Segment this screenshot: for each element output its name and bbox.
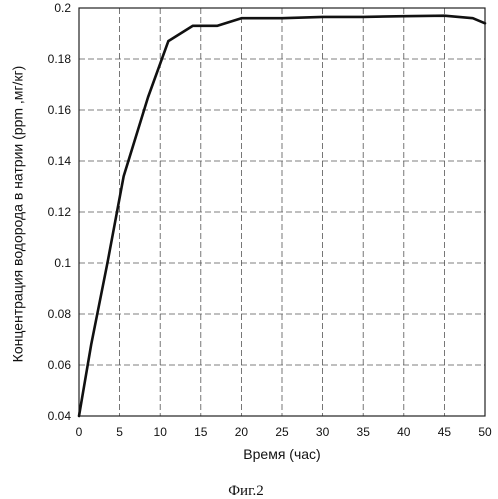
y-tick-label: 0.06 — [48, 358, 72, 372]
x-tick-label: 15 — [194, 425, 208, 439]
grid-lines — [79, 8, 485, 416]
y-tick-label: 0.2 — [54, 1, 71, 15]
y-tick-label: 0.12 — [48, 205, 72, 219]
figure-caption: Фиг.2 — [228, 483, 264, 499]
x-tick-label: 40 — [397, 425, 411, 439]
x-tick-label: 5 — [116, 425, 123, 439]
x-tick-label: 10 — [154, 425, 168, 439]
x-tick-label: 50 — [478, 425, 492, 439]
x-tick-labels: 0 5 10 15 20 25 30 35 40 45 50 — [76, 425, 492, 439]
y-tick-label: 0.18 — [48, 52, 72, 66]
y-tick-label: 0.04 — [48, 409, 72, 423]
y-tick-label: 0.14 — [48, 154, 72, 168]
x-tick-label: 0 — [76, 425, 83, 439]
x-tick-label: 35 — [357, 425, 371, 439]
x-axis-title: Время (час) — [243, 446, 320, 462]
y-axis-title: Концентрация водорода в натрии (ppm ,мг/… — [10, 66, 26, 363]
x-tick-label: 30 — [316, 425, 330, 439]
y-tick-label: 0.1 — [54, 256, 71, 270]
y-tick-labels: 0.04 0.06 0.08 0.1 0.12 0.14 0.16 0.18 0.2 — [48, 1, 72, 423]
x-tick-label: 20 — [235, 425, 249, 439]
x-tick-label: 45 — [438, 425, 452, 439]
x-tick-label: 25 — [275, 425, 289, 439]
y-tick-label: 0.16 — [48, 103, 72, 117]
y-tick-label: 0.08 — [48, 307, 72, 321]
